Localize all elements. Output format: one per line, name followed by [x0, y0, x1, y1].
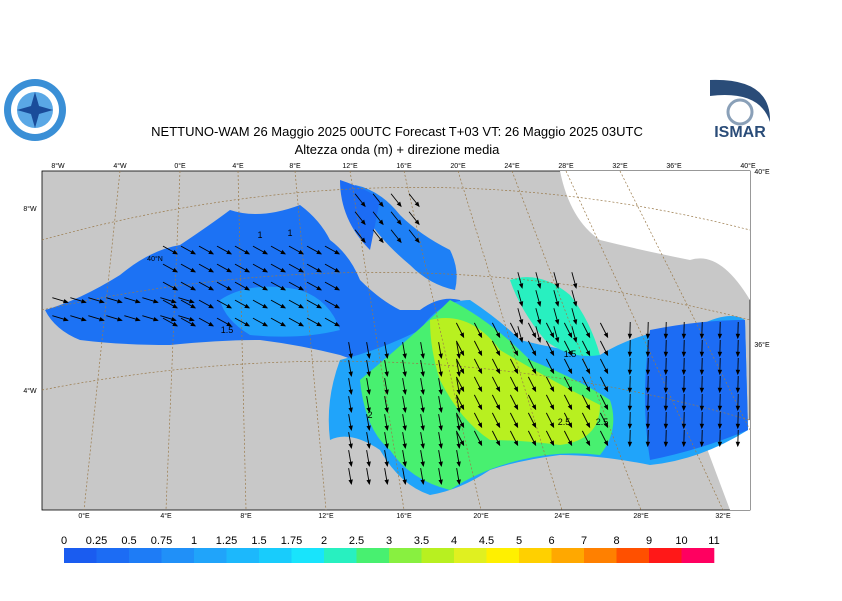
contour-label: 1	[287, 228, 292, 238]
lon-label: 20°E	[450, 162, 466, 170]
lon-label: 8°W	[51, 162, 65, 170]
colorbar-box	[64, 548, 97, 563]
colorbar-box	[487, 548, 520, 563]
colorbar-box	[194, 548, 227, 563]
colorbar-label: 4	[451, 535, 457, 547]
contour-label: 2.5	[596, 417, 609, 427]
colorbar-box	[292, 548, 325, 563]
lon-label: 0°E	[78, 512, 90, 520]
contour-label: 1.5	[221, 325, 234, 335]
lon-label: 16°E	[396, 512, 412, 520]
colorbar-label: 11	[708, 535, 719, 547]
left-logo	[4, 79, 66, 141]
edge-label: 40°E	[754, 168, 770, 176]
lon-label: 4°E	[160, 512, 172, 520]
lon-label: 36°E	[666, 162, 682, 170]
contour-label: 2	[367, 410, 372, 420]
colorbar-label: 1	[191, 535, 197, 547]
lat-label: 4°W	[23, 387, 37, 395]
lon-label: 12°E	[318, 512, 334, 520]
colorbar-label: 10	[675, 535, 687, 547]
colorbar-label: 8	[613, 535, 619, 547]
colorbar-label: 0.5	[121, 535, 136, 547]
colorbar-box	[227, 548, 260, 563]
colorbar-label: 1.5	[251, 535, 266, 547]
colorbar-box	[259, 548, 292, 563]
colorbar-box	[389, 548, 422, 563]
lon-label: 28°E	[633, 512, 649, 520]
colorbar-box	[584, 548, 617, 563]
lon-label: 4°E	[232, 162, 244, 170]
colorbar-label: 3	[386, 535, 392, 547]
edge-label: 36°E	[754, 341, 770, 349]
colorbar-box	[682, 548, 715, 563]
lon-label: 20°E	[473, 512, 489, 520]
lon-label: 12°E	[342, 162, 358, 170]
lon-label: 8°E	[240, 512, 252, 520]
colorbar-label: 2	[321, 535, 327, 547]
colorbar-box	[617, 548, 650, 563]
lon-label: 32°E	[715, 512, 731, 520]
contour-label: 2.5	[558, 417, 571, 427]
lat-label: 8°W	[23, 205, 37, 213]
subtitle: Altezza onda (m) + direzione media	[295, 142, 501, 157]
colorbar-box	[357, 548, 390, 563]
colorbar-label: 0	[61, 535, 67, 547]
colorbar-box	[97, 548, 130, 563]
colorbar-label: 1.75	[281, 535, 302, 547]
lon-label: 8°E	[289, 162, 301, 170]
colorbar-label: 0.25	[86, 535, 107, 547]
lon-label: 4°W	[113, 162, 127, 170]
logo-text: ISMAR	[714, 124, 766, 141]
lon-label: 24°E	[504, 162, 520, 170]
colorbar-label: 2.5	[349, 535, 364, 547]
lon-label: 24°E	[554, 512, 570, 520]
colorbar-label: 5	[516, 535, 522, 547]
lon-label: 16°E	[396, 162, 412, 170]
colorbar-box	[129, 548, 162, 563]
colorbar-label: 7	[581, 535, 587, 547]
colorbar-label: 9	[646, 535, 652, 547]
right-logo: ISMAR	[710, 80, 770, 141]
colorbar-label: 4.5	[479, 535, 494, 547]
colorbar-box	[422, 548, 455, 563]
title: NETTUNO-WAM 26 Maggio 2025 00UTC Forecas…	[151, 124, 643, 139]
lon-label: 0°E	[174, 162, 186, 170]
colorbar-box	[162, 548, 195, 563]
colorbar-label: 6	[548, 535, 554, 547]
contour-label: 1.5	[564, 349, 577, 359]
colorbar-label: 3.5	[414, 535, 429, 547]
colorbar-label: 1.25	[216, 535, 237, 547]
colorbar-box	[552, 548, 585, 563]
colorbar-box	[519, 548, 552, 563]
colorbar-box	[649, 548, 682, 563]
contour-label: 1	[257, 230, 262, 240]
lon-label: 32°E	[612, 162, 628, 170]
colorbar-box	[324, 548, 357, 563]
colorbar-label: 0.75	[151, 535, 172, 547]
lat-label: 40°N	[147, 255, 163, 263]
colorbar-box	[454, 548, 487, 563]
lon-label: 28°E	[558, 162, 574, 170]
